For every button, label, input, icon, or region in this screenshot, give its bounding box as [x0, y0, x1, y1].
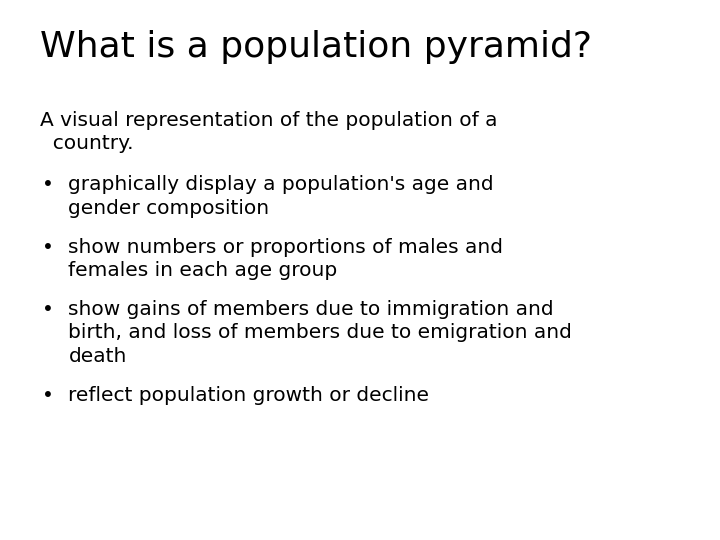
- Text: •: •: [42, 176, 53, 194]
- Text: show numbers or proportions of males and
females in each age group: show numbers or proportions of males and…: [68, 238, 503, 280]
- Text: What is a population pyramid?: What is a population pyramid?: [40, 30, 592, 64]
- Text: reflect population growth or decline: reflect population growth or decline: [68, 386, 429, 405]
- Text: show gains of members due to immigration and
birth, and loss of members due to e: show gains of members due to immigration…: [68, 300, 572, 366]
- Text: •: •: [42, 300, 53, 319]
- Text: A visual representation of the population of a
  country.: A visual representation of the populatio…: [40, 111, 497, 153]
- Text: •: •: [42, 238, 53, 256]
- Text: •: •: [42, 386, 53, 405]
- Text: graphically display a population's age and
gender composition: graphically display a population's age a…: [68, 176, 494, 218]
